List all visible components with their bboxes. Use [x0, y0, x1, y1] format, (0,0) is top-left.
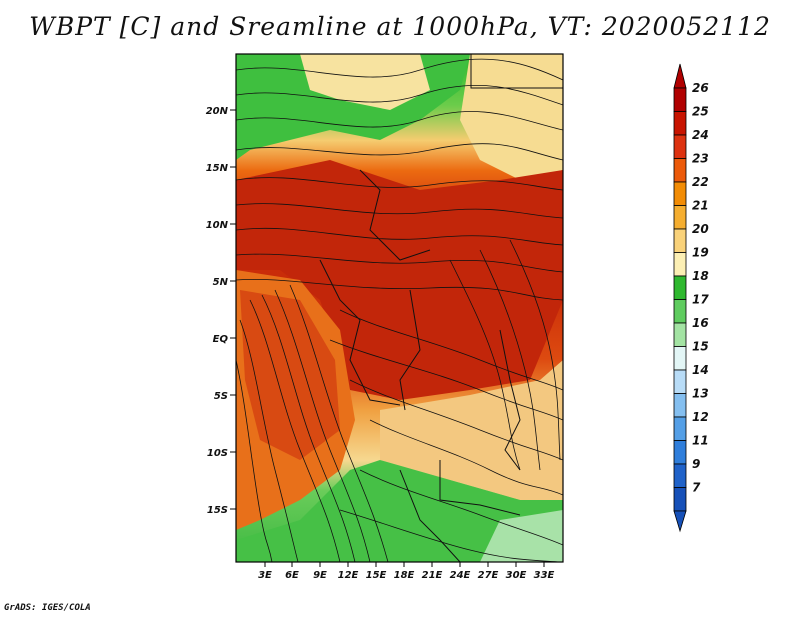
colorbar-label: 17 — [692, 293, 709, 307]
colorbar-swatch — [673, 111, 687, 136]
colorbar-swatch — [673, 487, 687, 512]
lon-axis: 3E 6E 9E 12E 15E 18E 21E 24E 27E 30E 33E — [258, 562, 555, 581]
colorbar-label: 15 — [692, 340, 709, 354]
field-patch-west-red — [240, 290, 340, 460]
lon-label: 6E — [285, 570, 299, 581]
colorbar: 26 25 24 23 22 21 20 19 18 17 16 15 14 13 12 11 9 7 — [673, 63, 709, 533]
colorbar-label: 24 — [692, 128, 709, 142]
colorbar-label: 18 — [692, 269, 709, 283]
colorbar-label: 12 — [692, 410, 709, 424]
colorbar-swatch — [673, 322, 687, 347]
lon-label: 24E — [450, 570, 471, 581]
lat-label: 10N — [206, 220, 229, 231]
colorbar-swatch — [673, 205, 687, 230]
lat-label: 20N — [206, 106, 229, 117]
colorbar-label: 21 — [692, 199, 709, 213]
chart-title: WBPT [C] and Sreamline at 1000hPa, VT: 2… — [29, 12, 771, 41]
colorbar-label: 26 — [692, 81, 709, 95]
lon-label: 15E — [366, 570, 387, 581]
colorbar-label: 22 — [692, 175, 709, 189]
footer-credit: GrADS: IGES/COLA — [4, 603, 91, 613]
colorbar-label: 11 — [692, 434, 709, 448]
colorbar-swatch — [673, 252, 687, 277]
colorbar-label: 23 — [692, 152, 709, 166]
colorbar-swatch — [673, 158, 687, 183]
lon-label: 27E — [478, 570, 499, 581]
colorbar-swatch — [673, 275, 687, 300]
colorbar-swatch — [673, 134, 687, 159]
country-borders — [319, 54, 563, 562]
colorbar-label: 25 — [692, 105, 709, 119]
colorbar-label: 19 — [692, 246, 709, 260]
colorbar-swatch — [673, 87, 687, 112]
colorbar-label: 9 — [692, 457, 700, 471]
colorbar-swatch — [673, 369, 687, 394]
colorbar-swatch — [673, 393, 687, 418]
colorbar-label: 14 — [692, 363, 709, 377]
lon-label: 12E — [338, 570, 359, 581]
lat-label: 5S — [214, 391, 228, 402]
colorbar-label: 13 — [692, 387, 709, 401]
lon-label: 21E — [422, 570, 443, 581]
lon-label: 33E — [534, 570, 555, 581]
lat-label: 10S — [207, 448, 228, 459]
colorbar-swatch — [673, 416, 687, 441]
lon-label: 3E — [258, 570, 272, 581]
colorbar-swatch — [673, 299, 687, 324]
lat-label: 15S — [207, 505, 228, 516]
colorbar-top-arrow — [673, 63, 687, 89]
streamlines — [236, 58, 563, 562]
colorbar-swatch — [673, 228, 687, 253]
lat-label: 15N — [206, 163, 229, 174]
colorbar-swatch — [673, 346, 687, 371]
field-patch-north-yellow — [300, 54, 430, 110]
colorbar-label: 7 — [692, 481, 701, 495]
colorbar-label: 20 — [692, 222, 709, 236]
lat-label: 5N — [213, 277, 229, 288]
lat-axis: 20N 15N 10N 5N EQ 5S 10S 15S — [206, 106, 236, 516]
field-patch-south-lightgreen — [480, 510, 563, 562]
lon-label: 9E — [313, 570, 327, 581]
colorbar-bottom-arrow — [673, 510, 687, 533]
lon-label: 18E — [394, 570, 415, 581]
lat-label: EQ — [213, 334, 229, 345]
colorbar-swatch — [673, 440, 687, 465]
map-frame — [235, 53, 564, 563]
field-patch-red-core — [236, 160, 563, 400]
field-patch-se-pale — [380, 360, 563, 500]
field-patch-south-green — [236, 460, 563, 562]
colorbar-swatch — [673, 463, 687, 488]
colorbar-swatch — [673, 181, 687, 206]
colorbar-label: 16 — [692, 316, 709, 330]
lon-label: 30E — [506, 570, 527, 581]
wbpt-field — [236, 54, 563, 562]
